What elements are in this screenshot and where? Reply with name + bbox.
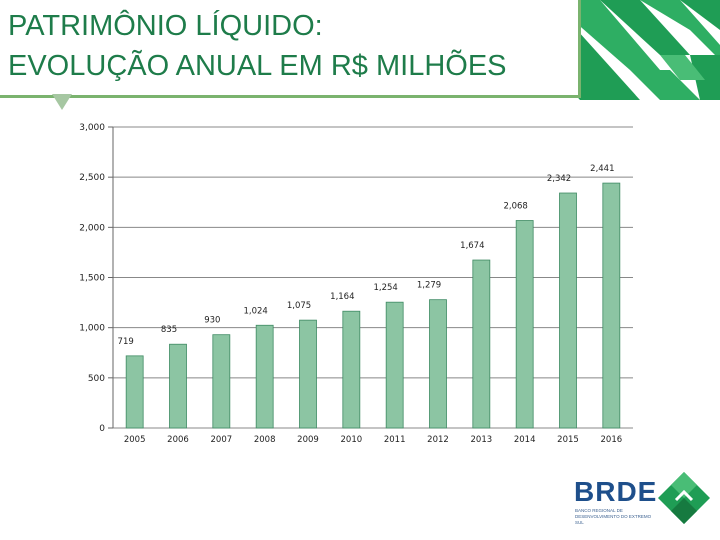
x-tick-label-2015: 2015 xyxy=(557,435,579,445)
title-pointer xyxy=(52,94,72,110)
data-label-2008: 1,024 xyxy=(243,306,267,316)
x-tick-label-2013: 2013 xyxy=(471,435,493,445)
y-tick-label: 2,500 xyxy=(79,173,105,183)
y-tick-label: 0 xyxy=(99,424,105,434)
bar-chart: 719 835 930 1,024 1,075 1,164 1,254 1,279 1,674 2… xyxy=(79,123,633,445)
bar-2012 xyxy=(429,299,447,429)
bar-2006 xyxy=(169,343,187,429)
y-tick-label: 2,000 xyxy=(79,223,105,233)
x-tick-label-2005: 2005 xyxy=(124,435,146,445)
x-tick-label-2007: 2007 xyxy=(211,435,233,445)
data-label-2014: 2,068 xyxy=(503,202,527,212)
bar-2010 xyxy=(342,310,361,429)
logo-text: BRDE xyxy=(574,476,658,507)
x-tick-label-2016: 2016 xyxy=(601,435,623,445)
bar-2007 xyxy=(212,334,231,429)
logo-diamond-icon xyxy=(658,472,710,524)
bar-2009 xyxy=(299,319,317,429)
data-label-2015: 2,342 xyxy=(547,174,571,184)
page-title-line-2: EVOLUÇÃO ANUAL EM R$ MILHÕES xyxy=(8,50,507,82)
x-tick-label-2008: 2008 xyxy=(254,435,276,445)
bar-2005 xyxy=(125,355,144,429)
title-box: PATRIMÔNIO LÍQUIDO: EVOLUÇÃO ANUAL EM R$… xyxy=(0,0,581,98)
bar-2013 xyxy=(472,259,491,429)
x-tick-label-2014: 2014 xyxy=(514,435,536,445)
data-label-2013: 1,674 xyxy=(460,241,484,251)
x-tick-label-2006: 2006 xyxy=(167,435,189,445)
x-tick-label-2012: 2012 xyxy=(427,435,449,445)
bar-2008 xyxy=(255,324,274,429)
y-tick-label: 3,000 xyxy=(79,123,105,133)
bar-2015 xyxy=(559,192,577,429)
bar-2014 xyxy=(515,220,534,429)
brde-logo: BRDE BANCO REGIONAL DE DESENVOLVIMENTO D… xyxy=(570,470,715,528)
data-label-2016: 2,441 xyxy=(590,164,614,174)
bar-2011 xyxy=(385,301,404,429)
data-label-2005: 719 xyxy=(118,337,134,347)
y-tick-label: 1,500 xyxy=(79,274,105,284)
data-label-2006: 835 xyxy=(161,325,177,335)
bar-2016 xyxy=(602,182,621,429)
logo-subtitle: BANCO REGIONAL DE DESENVOLVIMENTO DO EXT… xyxy=(575,508,652,525)
data-label-2012: 1,279 xyxy=(417,281,441,291)
data-label-2011: 1,254 xyxy=(373,283,397,293)
data-label-2009: 1,075 xyxy=(287,301,311,311)
x-tick-label-2011: 2011 xyxy=(384,435,406,445)
y-tick-label: 500 xyxy=(88,374,105,384)
x-tick-label-2009: 2009 xyxy=(297,435,319,445)
page-title-line-1: PATRIMÔNIO LÍQUIDO: xyxy=(8,10,323,42)
data-label-2010: 1,164 xyxy=(330,292,354,302)
y-tick-label: 1,000 xyxy=(79,324,105,334)
x-tick-label-2010: 2010 xyxy=(341,435,363,445)
data-label-2007: 930 xyxy=(204,316,220,326)
